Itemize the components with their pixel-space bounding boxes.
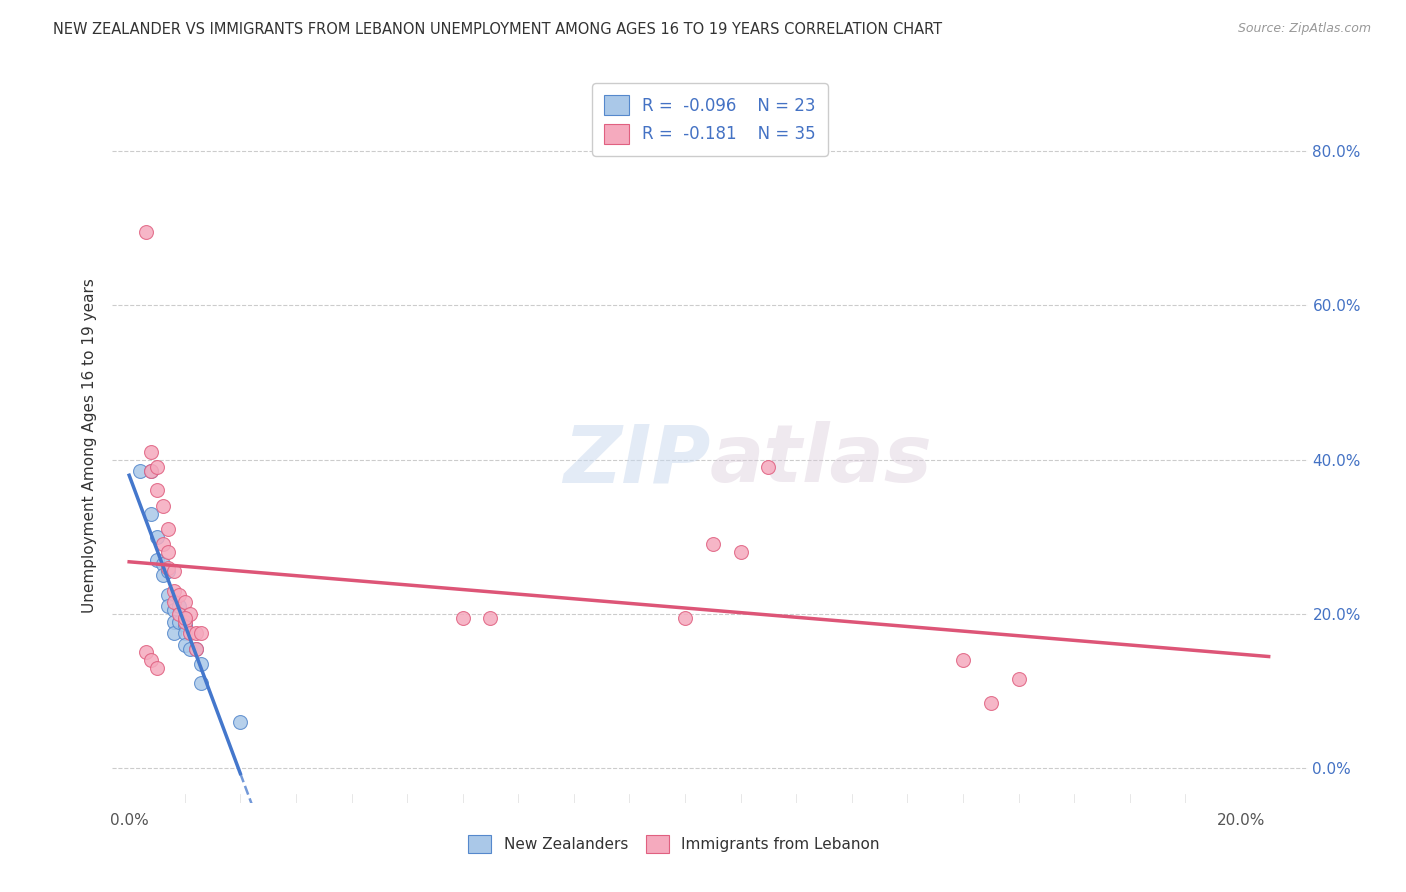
Point xyxy=(141,464,163,478)
Point xyxy=(157,587,180,601)
Point xyxy=(135,225,157,239)
Point xyxy=(167,615,190,629)
Point xyxy=(980,696,1002,710)
Point xyxy=(179,607,201,621)
Y-axis label: Unemployment Among Ages 16 to 19 years: Unemployment Among Ages 16 to 19 years xyxy=(82,278,97,614)
Point xyxy=(167,599,190,613)
Point xyxy=(173,638,195,652)
Point xyxy=(157,560,180,574)
Point xyxy=(173,626,195,640)
Point xyxy=(184,626,207,640)
Point xyxy=(152,537,174,551)
Point xyxy=(173,618,195,632)
Point xyxy=(167,607,190,621)
Point xyxy=(190,626,212,640)
Point xyxy=(146,661,169,675)
Point xyxy=(141,444,163,458)
Point xyxy=(162,626,184,640)
Point xyxy=(162,565,184,579)
Text: atlas: atlas xyxy=(710,421,932,500)
Point xyxy=(141,464,163,478)
Point xyxy=(952,653,974,667)
Point xyxy=(451,610,474,624)
Point xyxy=(152,568,174,582)
Point xyxy=(190,657,212,671)
Point xyxy=(702,537,724,551)
Point xyxy=(157,599,180,613)
Point xyxy=(167,587,190,601)
Point xyxy=(179,641,201,656)
Point xyxy=(229,714,252,729)
Point xyxy=(730,545,752,559)
Point xyxy=(162,595,184,609)
Point xyxy=(135,645,157,659)
Point xyxy=(152,499,174,513)
Point xyxy=(190,676,212,690)
Point xyxy=(184,641,207,656)
Point xyxy=(141,507,163,521)
Point xyxy=(157,545,180,559)
Point xyxy=(129,464,152,478)
Text: ZIP: ZIP xyxy=(562,421,710,500)
Point xyxy=(162,603,184,617)
Point xyxy=(146,530,169,544)
Point xyxy=(1007,673,1029,687)
Text: Source: ZipAtlas.com: Source: ZipAtlas.com xyxy=(1237,22,1371,36)
Point xyxy=(152,557,174,571)
Point xyxy=(173,595,195,609)
Point xyxy=(157,565,180,579)
Point xyxy=(146,460,169,475)
Point xyxy=(146,483,169,498)
Point xyxy=(162,583,184,598)
Point xyxy=(141,653,163,667)
Point xyxy=(162,615,184,629)
Point xyxy=(173,610,195,624)
Point xyxy=(479,610,502,624)
Point xyxy=(179,626,201,640)
Point xyxy=(146,553,169,567)
Text: NEW ZEALANDER VS IMMIGRANTS FROM LEBANON UNEMPLOYMENT AMONG AGES 16 TO 19 YEARS : NEW ZEALANDER VS IMMIGRANTS FROM LEBANON… xyxy=(53,22,942,37)
Point xyxy=(184,641,207,656)
Point xyxy=(173,615,195,629)
Legend: New Zealanders, Immigrants from Lebanon: New Zealanders, Immigrants from Lebanon xyxy=(463,829,886,859)
Point xyxy=(673,610,696,624)
Point xyxy=(758,460,780,475)
Point xyxy=(157,522,180,536)
